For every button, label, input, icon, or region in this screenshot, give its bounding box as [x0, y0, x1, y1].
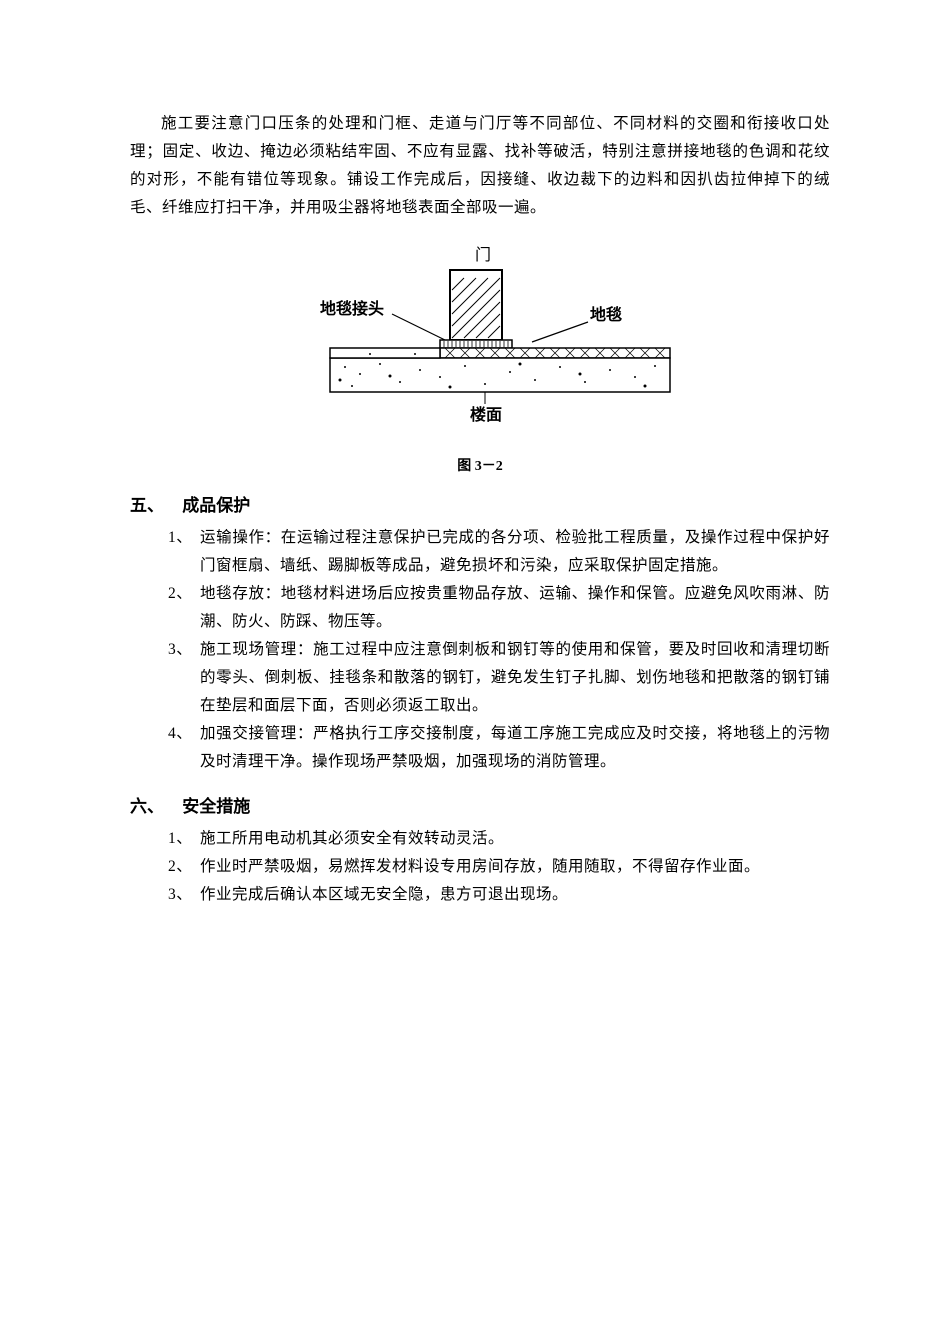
- list-text: 施工现场管理：施工过程中应注意倒刺板和钢钉等的使用和保管，要及时回收和清理切断的…: [200, 636, 830, 720]
- list-item: 1、 施工所用电动机其必须安全有效转动灵活。: [168, 825, 830, 853]
- label-floor: 楼面: [470, 405, 502, 424]
- list-item: 4、 加强交接管理：严格执行工序交接制度，每道工序施工完成应及时交接，将地毯上的…: [168, 720, 830, 776]
- list-text: 运输操作：在运输过程注意保护已完成的各分项、检验批工程质量，及操作过程中保护好门…: [200, 524, 830, 580]
- list-item: 3、 施工现场管理：施工过程中应注意倒刺板和钢钉等的使用和保管，要及时回收和清理…: [168, 636, 830, 720]
- list-item: 3、 作业完成后确认本区域无安全隐，患方可退出现场。: [168, 881, 830, 909]
- list-marker: 4、: [168, 720, 200, 776]
- diagram-caption: 图 3－2: [130, 455, 830, 475]
- list-text: 作业时严禁吸烟，易燃挥发材料设专用房间存放，随用随取，不得留存作业面。: [200, 853, 830, 881]
- section-5-number: 五、: [130, 491, 178, 516]
- list-text: 地毯存放：地毯材料进场后应按贵重物品存放、运输、操作和保管。应避免风吹雨淋、防潮…: [200, 580, 830, 636]
- slab-step: [330, 348, 440, 358]
- list-item: 1、 运输操作：在运输过程注意保护已完成的各分项、检验批工程质量，及操作过程中保…: [168, 524, 830, 580]
- list-marker: 3、: [168, 636, 200, 720]
- list-marker: 1、: [168, 825, 200, 853]
- list-marker: 2、: [168, 853, 200, 881]
- label-door: 门: [475, 246, 491, 264]
- label-carpet-joint: 地毯接头: [320, 299, 384, 318]
- list-text: 加强交接管理：严格执行工序交接制度，每道工序施工完成应及时交接，将地毯上的污物及…: [200, 720, 830, 776]
- section-6-title: 安全措施: [182, 797, 250, 816]
- list-marker: 3、: [168, 881, 200, 909]
- list-text: 作业完成后确认本区域无安全隐，患方可退出现场。: [200, 881, 830, 909]
- section-5-heading: 五、 成品保护: [130, 491, 830, 516]
- list-text: 施工所用电动机其必须安全有效转动灵活。: [200, 825, 830, 853]
- section-6-number: 六、: [130, 792, 178, 817]
- list-item: 2、 地毯存放：地毯材料进场后应按贵重物品存放、运输、操作和保管。应避免风吹雨淋…: [168, 580, 830, 636]
- section-5-title: 成品保护: [182, 496, 250, 515]
- list-marker: 1、: [168, 524, 200, 580]
- list-marker: 2、: [168, 580, 200, 636]
- leader-carpet: [532, 322, 588, 342]
- floor-slab: [330, 358, 670, 392]
- door-rect: [450, 270, 502, 340]
- intro-paragraph: 施工要注意门口压条的处理和门框、走道与门厅等不同部位、不同材料的交圈和衔接收口处…: [130, 110, 830, 222]
- label-carpet: 地毯: [590, 305, 622, 324]
- diagram-svg: 门 地毯接头 地毯: [270, 242, 690, 442]
- list-item: 2、 作业时严禁吸烟，易燃挥发材料设专用房间存放，随用随取，不得留存作业面。: [168, 853, 830, 881]
- section-6-heading: 六、 安全措施: [130, 792, 830, 817]
- leader-joint: [392, 314, 445, 340]
- cross-section-diagram: 门 地毯接头 地毯: [270, 242, 690, 447]
- diagram-container: 门 地毯接头 地毯: [130, 242, 830, 475]
